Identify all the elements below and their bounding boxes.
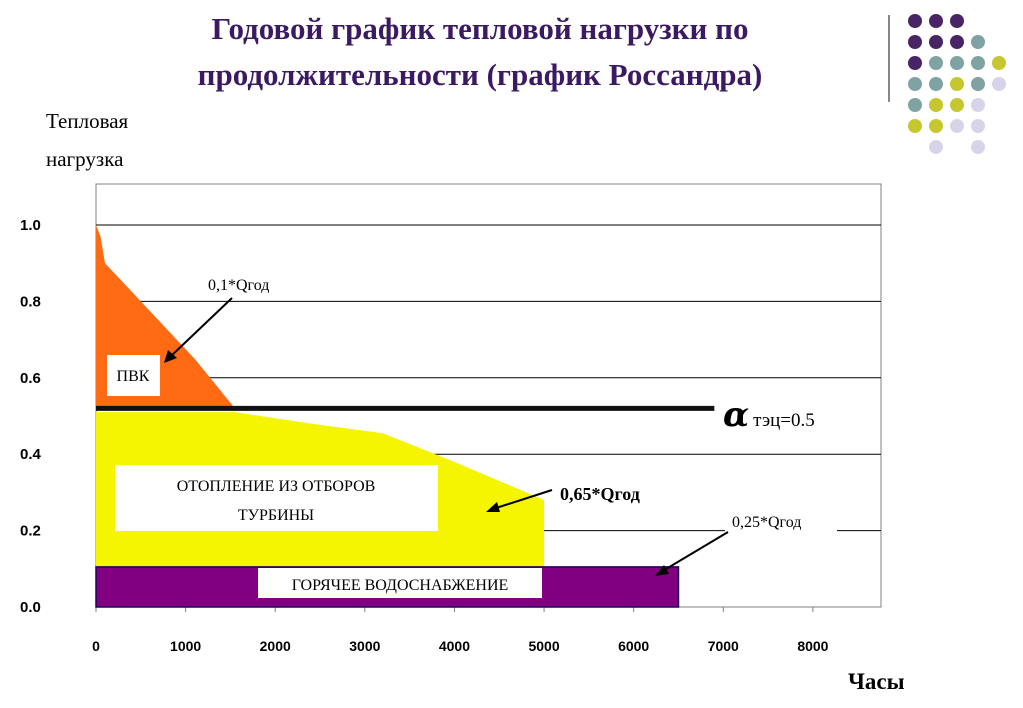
title-divider [888,15,890,102]
series-areas [95,225,680,608]
x-tick-label: 8000 [797,638,828,654]
x-axis-label: Часы [848,669,905,694]
x-tick-label: 1000 [170,638,201,654]
alpha-text: тэц=0.5 [753,410,815,431]
hot-water-label: ГОРЯЧЕЕ ВОДОСНАБЖЕНИЕ [292,577,509,594]
q01-label-box [200,270,314,300]
decor-dot [908,119,922,133]
y-tick-label: 0.2 [20,523,41,540]
tick-labels: 0.0 0.2 0.4 0.6 0.8 1.0 0 1000 2000 3000 4000 5000 6… [20,217,829,654]
q01-arrow [169,297,233,358]
heating-label-line-1: ОТОПЛЕНИЕ ИЗ ОТБОРОВ [177,478,376,495]
x-tick-label: 0 [92,638,100,654]
decor-dot [929,119,943,133]
decor-dot [929,14,943,28]
y-axis-label-line-1: Тепловая [46,109,129,133]
q025-arrowhead [655,565,669,576]
y-tick-label: 0.8 [20,293,41,310]
q025-label: 0,25*Qгод [732,514,801,531]
decor-dot [929,35,943,49]
decor-dot [950,35,964,49]
x-tick-label: 4000 [439,638,470,654]
x-tick-label: 6000 [618,638,649,654]
y-tick-label: 0.6 [20,370,41,387]
boiler-label-box [107,355,160,396]
title-line-1: Годовой график тепловой нагрузки по [211,11,749,46]
q065-arrow [492,489,553,510]
decor-dot [908,56,922,70]
x-tick-label: 2000 [260,638,291,654]
title-line-2: продолжительности (график Россандра) [197,57,763,92]
q025-arrow [660,531,729,573]
heating-label-box [115,465,438,531]
slide-title: Годовой график тепловой нагрузки по прод… [90,6,870,98]
alpha-symbol: α [723,395,749,435]
decor-dot [992,56,1006,70]
x-tick-label: 7000 [708,638,739,654]
y-axis-label-line-2: нагрузка [46,147,124,171]
decor-dot [971,140,985,154]
heating-label-line-2: ТУРБИНЫ [238,507,314,524]
q01-label: 0,1*Qгод [208,277,269,294]
decor-dot [950,98,964,112]
y-tick-label: 1.0 [20,217,41,234]
y-tick-label: 0.4 [20,446,42,463]
decorative-dot-grid [908,14,1006,154]
decor-dot [950,56,964,70]
y-tick-label: 0.0 [20,599,41,616]
decor-dot [971,77,985,91]
q065-label: 0,65*Qгод [560,484,640,504]
decor-dot [992,77,1006,91]
decor-dot [908,35,922,49]
x-tick-label: 3000 [349,638,380,654]
decor-dot [971,119,985,133]
decor-dot [950,14,964,28]
decor-dot [908,14,922,28]
hot-water-label-box [258,568,542,598]
x-tick-label: 5000 [528,638,559,654]
q025-label-box [725,507,837,535]
decor-dot [929,98,943,112]
decor-dot [950,77,964,91]
decor-dot [908,98,922,112]
decor-dot [950,119,964,133]
decor-dot [908,77,922,91]
decor-dot [929,77,943,91]
q01-arrowhead [164,350,177,363]
decor-dot [929,140,943,154]
q065-arrowhead [486,502,500,512]
boiler-label: ПВК [117,368,150,385]
decor-dot [929,56,943,70]
decor-dot [971,35,985,49]
decor-dot [971,98,985,112]
alpha-tec-label: α тэц=0.5 [723,395,815,435]
decor-dot [971,56,985,70]
